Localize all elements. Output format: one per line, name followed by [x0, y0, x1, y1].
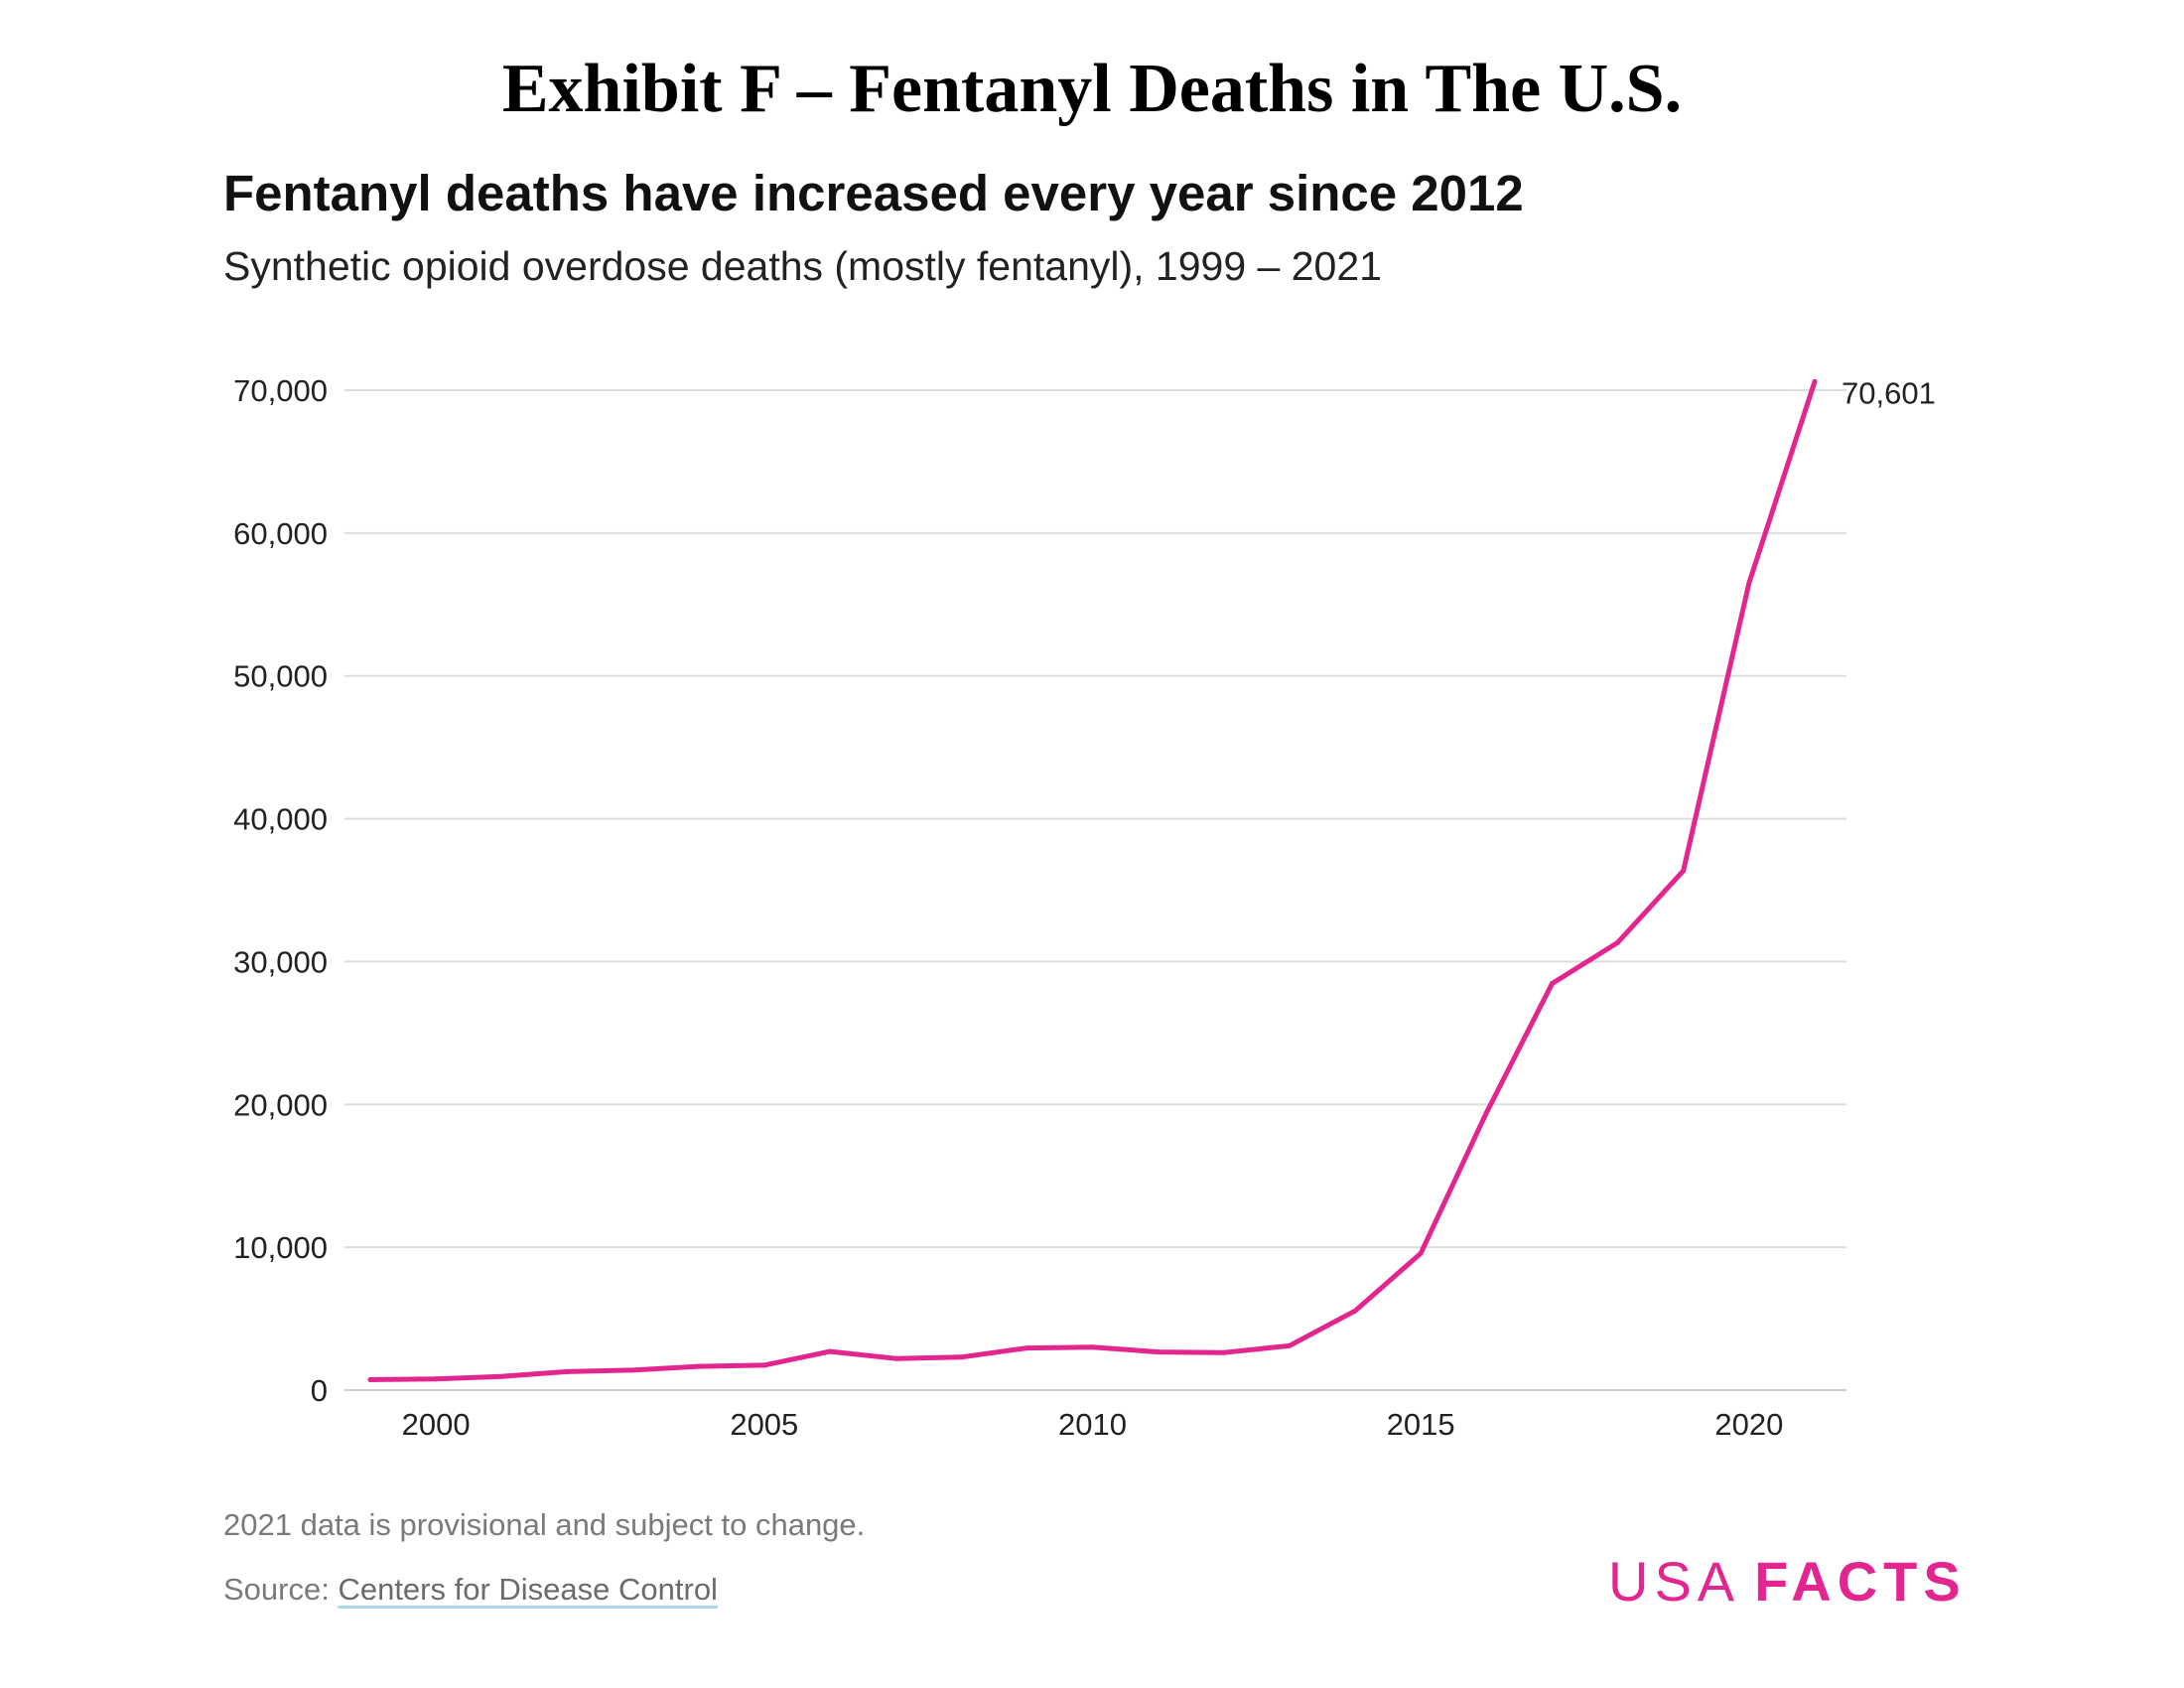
- x-tick-label: 2015: [1387, 1407, 1455, 1442]
- data-point: [1352, 1308, 1358, 1314]
- y-tick-label: 30,000: [233, 944, 328, 979]
- exhibit-title: Exhibit F – Fentanyl Deaths in The U.S.: [501, 51, 1683, 127]
- y-tick-label: 60,000: [233, 516, 328, 551]
- provisional-note: 2021 data is provisional and subject to …: [223, 1507, 866, 1542]
- data-point: [1615, 939, 1621, 945]
- y-tick-label: 40,000: [233, 802, 328, 837]
- data-point: [1090, 1344, 1095, 1350]
- logo-text-facts: FACTS: [1754, 1550, 1967, 1613]
- data-point: [1681, 868, 1687, 874]
- data-point: [433, 1376, 439, 1382]
- chart-title: Fentanyl deaths have increased every yea…: [223, 165, 1524, 221]
- data-point: [367, 1376, 373, 1382]
- chart-subtitle: Synthetic opioid overdose deaths (mostly…: [223, 243, 1382, 289]
- data-point: [1287, 1342, 1293, 1348]
- source-prefix: Source:: [223, 1572, 339, 1607]
- x-tick-label: 2000: [402, 1407, 471, 1442]
- y-tick-label: 10,000: [233, 1230, 328, 1265]
- data-point: [1156, 1349, 1161, 1355]
- data-point: [1812, 378, 1818, 384]
- data-point: [1418, 1250, 1424, 1256]
- data-point: [958, 1354, 964, 1360]
- x-tick-label: 2005: [730, 1407, 798, 1442]
- data-point: [1024, 1345, 1029, 1351]
- source-link[interactable]: Centers for Disease Control: [338, 1572, 718, 1607]
- data-point: [827, 1348, 833, 1354]
- data-point: [498, 1373, 504, 1379]
- data-point: [564, 1368, 570, 1374]
- usafacts-logo: USA FACTS: [1608, 1549, 1967, 1614]
- y-tick-label: 0: [311, 1373, 328, 1408]
- data-point: [1746, 580, 1752, 586]
- y-tick-label: 50,000: [233, 659, 328, 694]
- logo-text-usa: USA: [1608, 1550, 1741, 1613]
- series-line: [367, 378, 1818, 1382]
- x-tick-label: 2020: [1714, 1407, 1783, 1442]
- data-point: [1221, 1349, 1227, 1355]
- data-point: [1483, 1110, 1489, 1116]
- data-point: [761, 1362, 767, 1368]
- end-data-label: 70,601: [1842, 375, 1936, 410]
- data-point: [1549, 980, 1555, 986]
- y-tick-label: 20,000: [233, 1087, 328, 1122]
- source-line: Source: Centers for Disease Control: [223, 1572, 718, 1608]
- x-tick-label: 2010: [1058, 1407, 1127, 1442]
- data-point: [892, 1355, 898, 1361]
- y-tick-label: 70,000: [233, 373, 328, 408]
- data-point: [696, 1363, 702, 1369]
- data-point: [630, 1367, 636, 1373]
